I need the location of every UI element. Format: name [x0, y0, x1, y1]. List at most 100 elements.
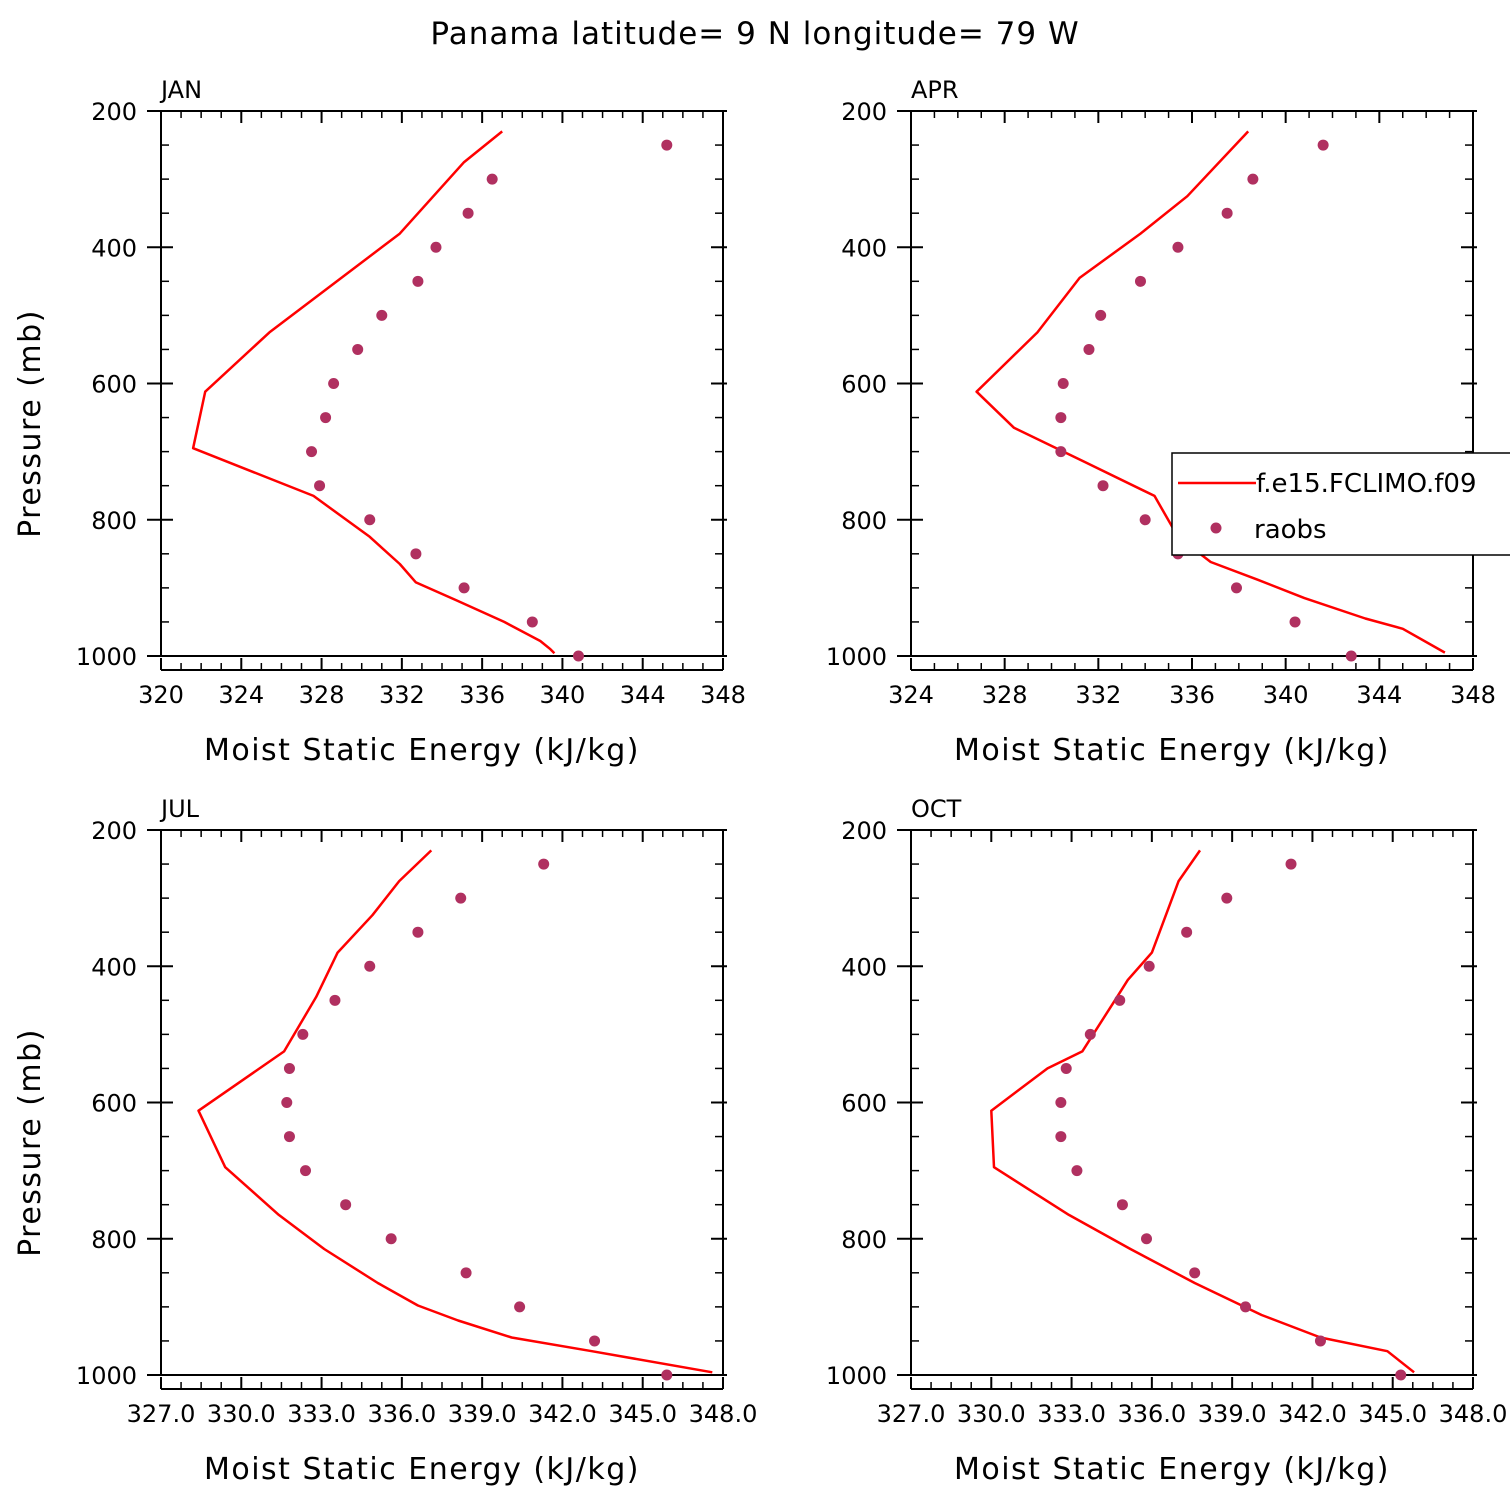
panel-jan: 320 324 328 332 336 340 344 348 200 400 600 800 1000… — [13, 76, 746, 768]
y-tick-label: 800 — [841, 1226, 887, 1254]
x-tick-label: 348 — [700, 681, 746, 709]
y-tick-label: 800 — [841, 507, 887, 535]
plot-frame — [910, 829, 1474, 1376]
x-tick-label: 340 — [540, 681, 586, 709]
x-axis-label: Moist Static Energy (kJ/kg) — [204, 733, 640, 768]
x-tick-label: 345.0 — [1358, 1400, 1427, 1428]
y-tick-label: 400 — [91, 953, 137, 981]
y-tick-label: 800 — [91, 1226, 137, 1254]
x-tick-label: 336 — [1169, 681, 1215, 709]
y-tick-label: 600 — [91, 1090, 137, 1118]
raobs-point — [455, 892, 467, 904]
panel-title: OCT — [911, 795, 962, 823]
raobs-point — [1055, 446, 1067, 458]
y-tick-label: 200 — [841, 817, 887, 845]
raobs-point — [1060, 1062, 1072, 1074]
panel-jul: 327.0 330.0 333.0 336.0 339.0 342.0 345.0 348.0… — [13, 795, 757, 1487]
x-tick-label: 344 — [1356, 681, 1402, 709]
raobs-point — [329, 994, 341, 1006]
x-tick-label: 336.0 — [367, 1400, 436, 1428]
model-profile-line — [975, 130, 1446, 654]
raobs-point — [281, 1097, 293, 1108]
x-tick-label: 333.0 — [1037, 1400, 1106, 1428]
raobs-point — [1116, 1199, 1128, 1211]
y-axis-label: Pressure (mb) — [13, 1028, 48, 1257]
y-tick-label: 400 — [91, 234, 137, 262]
raobs-point — [1057, 378, 1069, 389]
raobs-point — [297, 1028, 309, 1040]
legend-dot-swatch — [1210, 522, 1222, 534]
panel-apr: 324 328 332 336 340 344 348 200 400 600 800 1000 APR… — [826, 76, 1510, 768]
y-tick-label: 200 — [841, 98, 887, 126]
panel-oct: 327.0 330.0 333.0 336.0 339.0 342.0 345.0 348.0… — [826, 795, 1507, 1487]
raobs-point — [526, 616, 538, 628]
raobs-point — [1114, 994, 1126, 1006]
raobs-point — [572, 650, 584, 662]
raobs-point — [283, 1062, 295, 1074]
raobs-point — [1055, 412, 1067, 424]
raobs-point — [460, 1267, 472, 1279]
raobs-point — [412, 926, 424, 938]
raobs-point — [1134, 275, 1146, 287]
x-tick-label: 320 — [138, 681, 184, 709]
raobs-point — [1181, 926, 1193, 938]
x-tick-label: 339.0 — [1198, 1400, 1267, 1428]
model-profile-line — [990, 849, 1415, 1374]
raobs-point — [589, 1335, 601, 1347]
x-tick-label: 327.0 — [127, 1400, 196, 1428]
y-tick-label: 600 — [91, 371, 137, 399]
raobs-point — [1247, 173, 1259, 185]
legend: f.e15.FCLIMO.f09 raobs — [1171, 452, 1510, 556]
y-tick-label: 200 — [91, 817, 137, 845]
raobs-point — [364, 514, 376, 526]
plot-frame — [160, 110, 724, 657]
legend-label-model: f.e15.FCLIMO.f09 — [1256, 469, 1476, 499]
y-tick-label: 1000 — [826, 643, 887, 671]
raobs-point — [538, 858, 550, 870]
raobs-point — [1055, 1131, 1067, 1143]
panel-title: APR — [911, 76, 959, 104]
raobs-point — [1172, 241, 1184, 253]
x-tick-label: 330.0 — [957, 1400, 1026, 1428]
raobs-point — [1314, 1335, 1326, 1347]
y-tick-label: 800 — [91, 507, 137, 535]
y-tick-label: 1000 — [76, 643, 137, 671]
raobs-point — [1221, 892, 1233, 904]
raobs-point — [1055, 1097, 1067, 1108]
raobs-point — [306, 446, 318, 458]
raobs-point — [1141, 1233, 1153, 1245]
raobs-point — [458, 582, 470, 594]
raobs-point — [1289, 616, 1301, 628]
legend-label-raobs: raobs — [1254, 515, 1327, 545]
model-profile-line — [197, 849, 713, 1374]
raobs-point — [385, 1233, 397, 1245]
y-tick-label: 600 — [841, 1090, 887, 1118]
raobs-point — [412, 275, 424, 287]
y-tick-label: 1000 — [826, 1362, 887, 1390]
x-tick-label: 333.0 — [287, 1400, 356, 1428]
raobs-point — [1083, 343, 1095, 355]
raobs-point — [1097, 480, 1109, 492]
raobs-point — [300, 1165, 312, 1177]
raobs-point — [376, 309, 388, 321]
x-tick-label: 332 — [1075, 681, 1121, 709]
figure-title: Panama latitude= 9 N longitude= 79 W — [430, 16, 1079, 52]
x-tick-label: 328 — [982, 681, 1028, 709]
plot-frame — [160, 829, 724, 1376]
raobs-point — [283, 1131, 295, 1143]
raobs-point — [352, 343, 364, 355]
panels-group: 320 324 328 332 336 340 344 348 200 400 600 800 1000… — [13, 76, 1510, 1487]
raobs-point — [1143, 960, 1155, 972]
x-tick-label: 328 — [299, 681, 345, 709]
raobs-point — [1395, 1369, 1407, 1381]
x-tick-label: 332 — [379, 681, 425, 709]
x-tick-label: 336.0 — [1117, 1400, 1186, 1428]
panel-title: JAN — [159, 76, 202, 104]
raobs-point — [661, 1369, 673, 1381]
raobs-point — [1071, 1165, 1083, 1177]
x-tick-label: 348 — [1450, 681, 1496, 709]
raobs-point — [1317, 139, 1329, 151]
y-tick-label: 1000 — [76, 1362, 137, 1390]
y-tick-label: 600 — [841, 371, 887, 399]
x-axis-label: Moist Static Energy (kJ/kg) — [204, 1452, 640, 1487]
